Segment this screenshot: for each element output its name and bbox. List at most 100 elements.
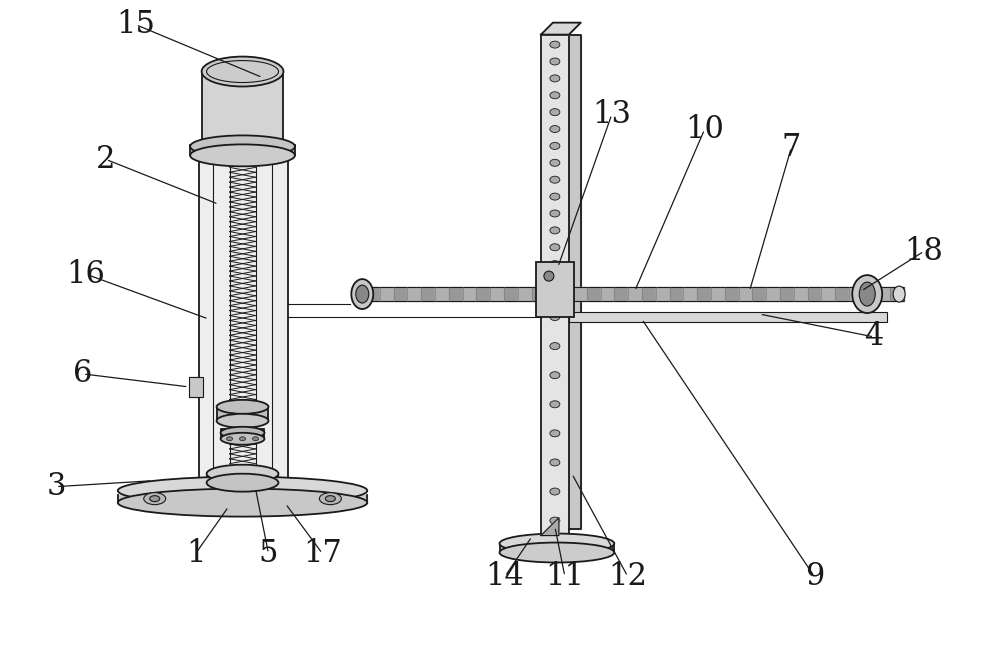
Polygon shape [541, 517, 559, 536]
Ellipse shape [500, 534, 614, 554]
Ellipse shape [852, 275, 882, 313]
Text: 1: 1 [186, 538, 205, 569]
Polygon shape [545, 287, 559, 301]
Polygon shape [739, 287, 752, 301]
Polygon shape [435, 287, 449, 301]
Polygon shape [366, 287, 380, 301]
Ellipse shape [253, 437, 259, 441]
Bar [500, 542, 614, 552]
Text: 4: 4 [865, 322, 884, 353]
Polygon shape [614, 287, 628, 301]
Ellipse shape [190, 135, 295, 158]
Polygon shape [518, 287, 532, 301]
Polygon shape [628, 287, 642, 301]
Ellipse shape [217, 414, 268, 428]
Bar [217, 407, 268, 421]
Polygon shape [656, 287, 670, 301]
Ellipse shape [550, 159, 560, 166]
Bar [207, 474, 278, 482]
Ellipse shape [550, 75, 560, 82]
Polygon shape [352, 287, 366, 301]
Polygon shape [808, 287, 821, 301]
Ellipse shape [550, 372, 560, 379]
Ellipse shape [325, 496, 335, 501]
Polygon shape [670, 287, 683, 301]
Polygon shape [725, 287, 739, 301]
Bar [541, 35, 569, 540]
Polygon shape [394, 287, 407, 301]
Polygon shape [877, 287, 890, 301]
Ellipse shape [550, 142, 560, 150]
Ellipse shape [550, 109, 560, 115]
Polygon shape [463, 287, 476, 301]
Text: 11: 11 [545, 561, 584, 592]
Ellipse shape [319, 493, 341, 505]
Polygon shape [642, 287, 656, 301]
Bar [536, 262, 574, 316]
Ellipse shape [144, 493, 166, 505]
Polygon shape [821, 287, 835, 301]
Polygon shape [380, 287, 394, 301]
Polygon shape [890, 287, 904, 301]
Ellipse shape [217, 400, 268, 414]
Ellipse shape [550, 401, 560, 408]
Polygon shape [766, 287, 780, 301]
Polygon shape [559, 287, 573, 301]
Ellipse shape [550, 517, 560, 524]
Polygon shape [683, 287, 697, 301]
Polygon shape [504, 287, 518, 301]
Polygon shape [569, 35, 581, 529]
Ellipse shape [207, 465, 278, 482]
Text: 14: 14 [486, 561, 524, 592]
Bar [199, 152, 288, 501]
Text: 3: 3 [46, 471, 66, 502]
Text: 5: 5 [259, 538, 278, 569]
Ellipse shape [550, 459, 560, 466]
Polygon shape [863, 287, 877, 301]
Ellipse shape [500, 542, 614, 563]
Bar [221, 429, 264, 439]
Ellipse shape [550, 210, 560, 217]
Ellipse shape [550, 92, 560, 99]
Bar [190, 146, 295, 156]
Ellipse shape [202, 57, 283, 86]
Polygon shape [407, 287, 421, 301]
Polygon shape [449, 287, 463, 301]
Text: 9: 9 [805, 561, 824, 592]
Ellipse shape [118, 489, 367, 517]
Polygon shape [573, 287, 587, 301]
Ellipse shape [221, 433, 264, 445]
Polygon shape [780, 287, 794, 301]
Ellipse shape [240, 437, 246, 441]
Ellipse shape [351, 279, 373, 309]
Ellipse shape [227, 437, 233, 441]
Ellipse shape [544, 271, 554, 281]
Ellipse shape [550, 430, 560, 437]
Ellipse shape [550, 193, 560, 200]
Ellipse shape [550, 343, 560, 350]
Ellipse shape [190, 144, 295, 166]
Ellipse shape [550, 261, 560, 268]
Ellipse shape [118, 476, 367, 505]
Ellipse shape [550, 227, 560, 234]
Bar [202, 72, 283, 152]
Polygon shape [711, 287, 725, 301]
Text: 7: 7 [782, 132, 801, 163]
Polygon shape [490, 287, 504, 301]
Ellipse shape [550, 58, 560, 65]
Bar [352, 287, 904, 301]
Text: 12: 12 [608, 561, 647, 592]
Polygon shape [541, 22, 581, 35]
Ellipse shape [550, 126, 560, 132]
Ellipse shape [150, 496, 160, 501]
Polygon shape [118, 495, 367, 503]
Text: 17: 17 [303, 538, 342, 569]
Text: 15: 15 [116, 9, 155, 40]
Text: 16: 16 [66, 258, 105, 289]
Ellipse shape [893, 286, 905, 302]
Bar [189, 377, 203, 397]
Polygon shape [849, 287, 863, 301]
Ellipse shape [221, 427, 264, 439]
Ellipse shape [550, 176, 560, 183]
Ellipse shape [550, 244, 560, 250]
